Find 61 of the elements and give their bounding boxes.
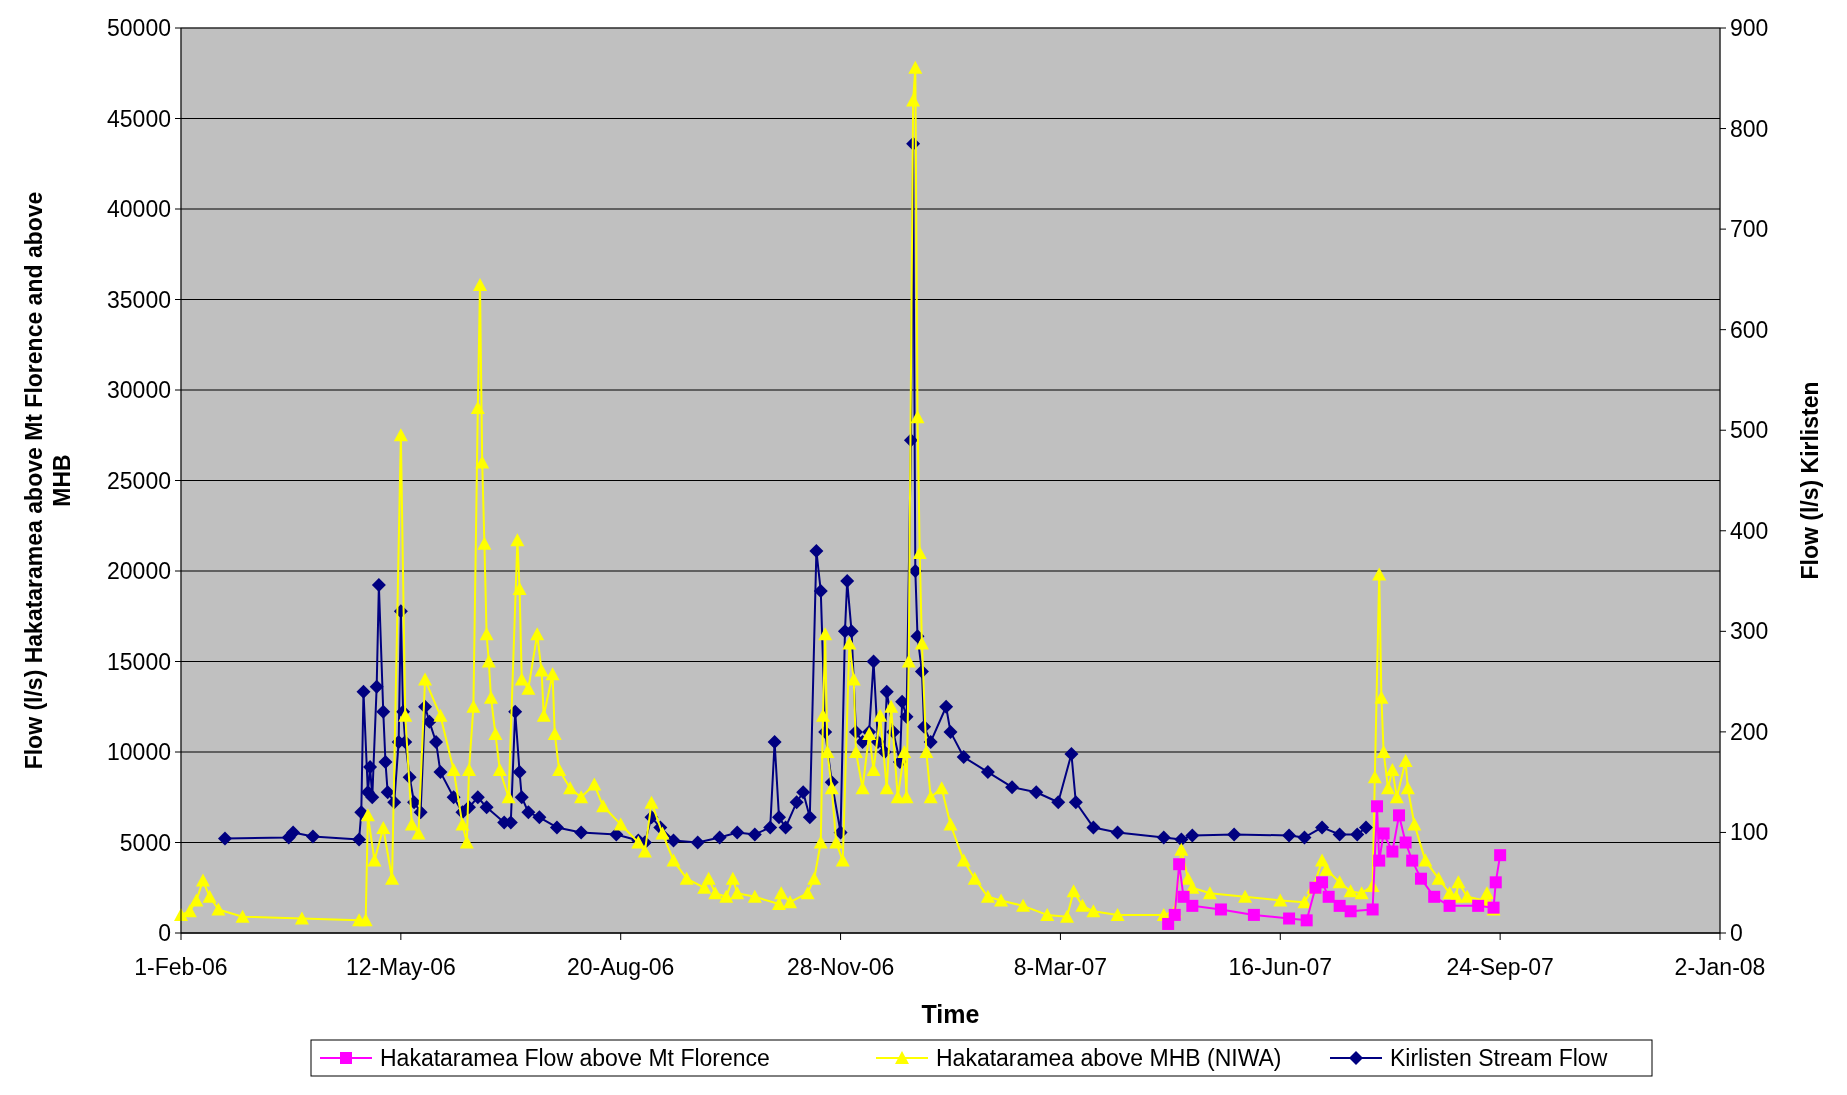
y-axis-title: Flow (l/s) Hakataramea above Mt Florence and above MHB [21, 191, 75, 770]
point [1366, 903, 1379, 916]
y2-tick-label: 600 [1730, 316, 1769, 343]
y-tick-label: 5000 [119, 829, 171, 856]
x-tick-label: 12-May-06 [345, 954, 456, 980]
legend-label: Hakataramea above MHB (NIWA) [936, 1045, 1282, 1072]
y2-tick-label: 800 [1730, 115, 1769, 142]
x-tick-label: 16-Jun-07 [1228, 954, 1333, 980]
point [1443, 899, 1456, 912]
point [1300, 914, 1313, 927]
y2-tick-label: 400 [1730, 517, 1769, 544]
point [1386, 845, 1399, 858]
y2-tick-label: 200 [1730, 718, 1769, 745]
point [1247, 908, 1260, 921]
y-tick-label: 50000 [107, 15, 171, 42]
point [1173, 858, 1186, 871]
point [1399, 836, 1412, 849]
y-tick-label: 15000 [107, 648, 171, 675]
y2-tick-label: 900 [1730, 15, 1769, 42]
x-tick-label: 2-Jan-08 [1674, 954, 1766, 980]
point [1494, 849, 1507, 862]
y2-tick-label: 100 [1730, 819, 1769, 846]
y-tick-label: 35000 [107, 286, 171, 313]
y2-tick-label: 0 [1730, 920, 1743, 947]
point [1177, 890, 1190, 903]
y-tick-label: 10000 [107, 739, 171, 766]
y2-tick-label: 700 [1730, 216, 1769, 243]
y-tick-label: 0 [158, 920, 171, 947]
point [1344, 905, 1357, 918]
point [1373, 854, 1386, 867]
y2-tick-label: 300 [1730, 618, 1769, 645]
x-tick-label: 20-Aug-06 [567, 954, 675, 980]
x-tick-label: 24-Sep-07 [1446, 954, 1554, 980]
x-axis-title: Time [921, 1000, 980, 1028]
point [1186, 899, 1199, 912]
y-tick-label: 40000 [107, 196, 171, 223]
point [1283, 912, 1296, 925]
y-tick-label: 25000 [107, 467, 171, 494]
point [1333, 899, 1346, 912]
y-tick-label: 20000 [107, 558, 171, 585]
point [1414, 872, 1427, 885]
point [1168, 908, 1181, 921]
point [1393, 809, 1406, 822]
x-tick-label: 28-Nov-06 [786, 954, 895, 980]
point [1322, 890, 1335, 903]
legend-label: Kirlisten Stream Flow [1390, 1045, 1608, 1072]
y2-tick-label: 500 [1730, 417, 1769, 444]
point [1371, 800, 1384, 813]
point [1377, 827, 1390, 840]
x-tick-label: 8-Mar-07 [1013, 954, 1108, 980]
point [1489, 876, 1502, 889]
x-tick-label: 1-Feb-06 [134, 954, 228, 980]
y-tick-label: 30000 [107, 377, 171, 404]
point [1316, 876, 1329, 889]
legend-label: Hakataramea Flow above Mt Florence [380, 1045, 770, 1072]
point [1406, 854, 1419, 867]
y-tick-label: 45000 [107, 105, 171, 132]
y2-axis-title: Flow (l/s) Kirlisten [1797, 381, 1823, 580]
point [1472, 899, 1485, 912]
point [1428, 890, 1441, 903]
point [1214, 903, 1227, 916]
